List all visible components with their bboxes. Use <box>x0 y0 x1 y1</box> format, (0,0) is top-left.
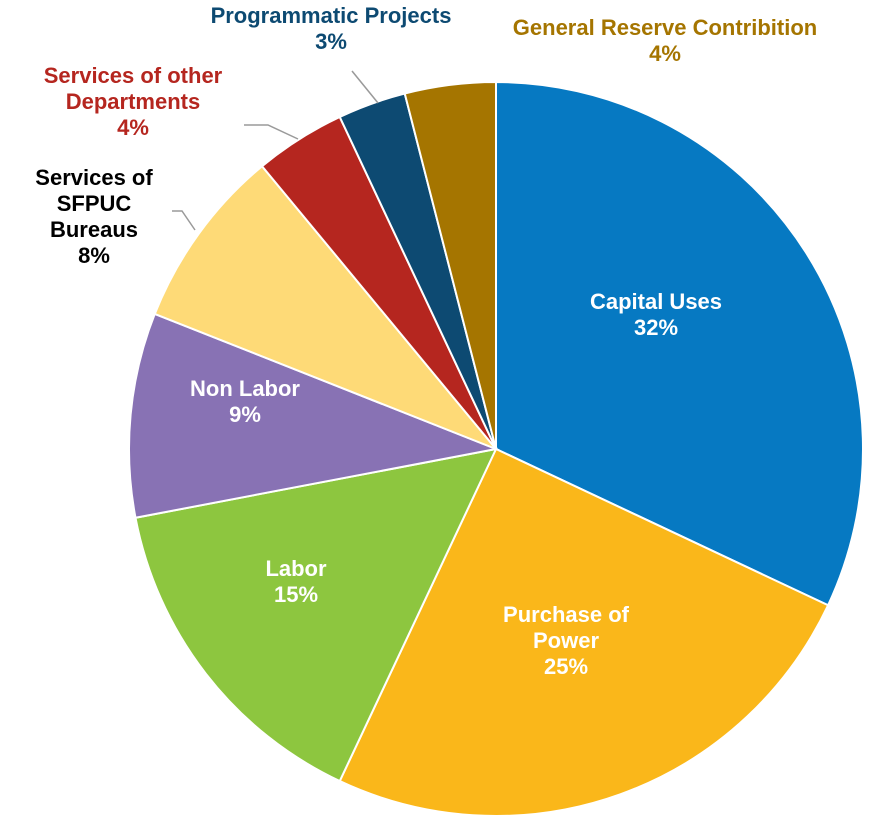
slice-label-line: 4% <box>117 115 149 140</box>
slice-label: Services of other Departments 4% <box>44 63 223 140</box>
slice-label: Programmatic Projects 3% <box>211 3 452 54</box>
pie-slice-services-of-sfpuc-bureaus <box>153 164 497 450</box>
slice-label-line: 15% <box>274 582 318 607</box>
slice-label: General Reserve Contribition 4% <box>513 15 817 66</box>
slice-label: Non Labor 9% <box>190 376 300 427</box>
slice-label-line: 4% <box>649 41 681 66</box>
slice-label-line: Bureaus <box>50 217 138 242</box>
slice-label-line: Power <box>533 628 599 653</box>
slice-label-line: 9% <box>229 402 261 427</box>
pie-slice-labor <box>134 447 498 783</box>
slice-label-line: Capital Uses <box>590 289 722 314</box>
leader-line <box>172 210 196 231</box>
slice-label-line: 25% <box>544 654 588 679</box>
slice-label-line: Services of <box>35 165 153 190</box>
slice-label-line: Non Labor <box>190 376 300 401</box>
slice-label-line: Programmatic Projects <box>211 3 452 28</box>
slice-label-line: Departments <box>66 89 200 114</box>
slice-label-line: SFPUC <box>57 191 132 216</box>
slice-label-line: General Reserve Contribition <box>513 15 817 40</box>
slice-label-line: 8% <box>78 243 110 268</box>
pie-slice-general-reserve-contribition <box>403 80 497 450</box>
slice-label-line: Services of other <box>44 63 223 88</box>
slice-label: Purchase of Power 25% <box>503 602 630 679</box>
pie-slice-non-labor <box>128 312 500 519</box>
leader-line <box>351 70 379 104</box>
slice-label: Services of SFPUC Bureaus 8% <box>35 165 153 268</box>
slice-label: Capital Uses 32% <box>590 289 722 340</box>
slice-label-line: 3% <box>315 29 347 54</box>
slice-label-line: Purchase of <box>503 602 630 627</box>
slice-label-line: Labor <box>265 556 327 581</box>
pie-slice-capital-uses <box>495 80 864 607</box>
pie-slice-purchase-of-power <box>338 447 830 816</box>
slice-label-line: 32% <box>634 315 678 340</box>
leader-line <box>244 124 299 140</box>
slice-label: Labor 15% <box>265 556 327 607</box>
